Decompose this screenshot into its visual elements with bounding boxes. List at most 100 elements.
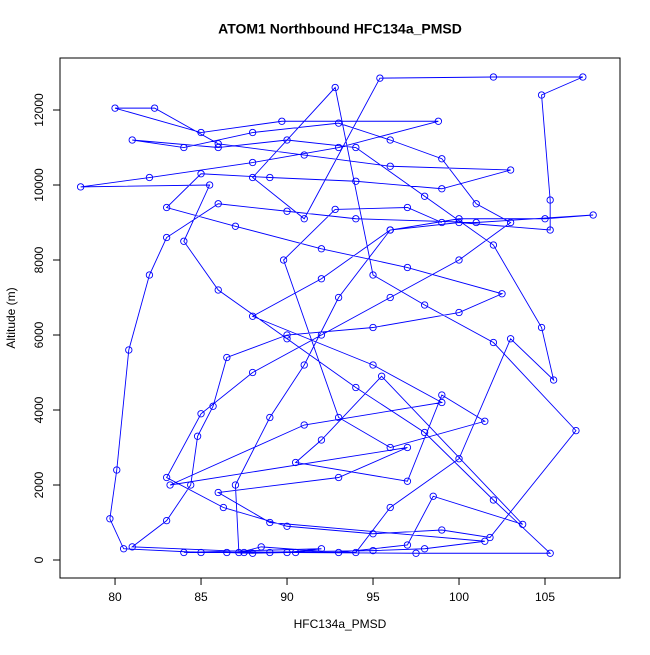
point: [197, 548, 205, 557]
point: [403, 263, 412, 272]
x-tick-label: 90: [280, 590, 294, 604]
point: [546, 549, 554, 557]
point: [214, 200, 222, 208]
series-line: [80, 76, 594, 554]
point: [187, 481, 195, 489]
point: [438, 155, 446, 163]
point: [579, 73, 587, 81]
point: [403, 477, 412, 485]
point: [438, 218, 446, 227]
y-tick-label: 10000: [32, 168, 46, 202]
point: [369, 546, 377, 555]
point: [300, 421, 308, 429]
point: [113, 466, 121, 474]
point: [506, 166, 515, 174]
point: [455, 218, 463, 227]
point: [180, 237, 188, 245]
point: [352, 215, 360, 223]
point: [386, 162, 394, 170]
point: [334, 119, 343, 127]
point: [209, 402, 217, 410]
point: [420, 428, 429, 437]
y-tick-label: 12000: [32, 93, 46, 127]
point: [334, 293, 343, 302]
point: [369, 323, 377, 332]
point: [145, 271, 154, 279]
point: [334, 473, 343, 482]
point: [214, 143, 222, 152]
point: [223, 548, 231, 557]
point: [572, 426, 580, 435]
point: [240, 548, 248, 557]
point: [377, 372, 386, 380]
point: [489, 241, 498, 249]
point: [128, 136, 136, 144]
point: [231, 222, 240, 230]
point: [317, 331, 326, 339]
point: [489, 496, 498, 504]
x-tick-label: 95: [366, 590, 380, 604]
point: [412, 549, 420, 557]
point: [197, 170, 205, 178]
point: [403, 443, 412, 452]
point: [386, 136, 394, 144]
point: [386, 503, 394, 512]
point: [352, 177, 360, 185]
point: [317, 245, 326, 253]
point: [429, 492, 437, 500]
point: [278, 117, 286, 125]
point: [223, 353, 231, 362]
y-tick-label: 4000: [32, 396, 46, 423]
point: [420, 545, 429, 553]
point: [128, 543, 136, 551]
point: [352, 383, 360, 392]
point: [420, 192, 429, 200]
point: [537, 91, 546, 99]
point: [546, 226, 554, 234]
point: [162, 473, 171, 482]
point: [369, 361, 377, 369]
point: [162, 516, 171, 525]
point: [266, 518, 274, 527]
point: [300, 215, 308, 223]
point: [352, 548, 360, 557]
point: [334, 413, 343, 422]
point: [541, 215, 549, 223]
point: [519, 520, 527, 529]
point: [386, 443, 394, 452]
point: [76, 183, 85, 191]
point: [166, 481, 174, 489]
point: [386, 293, 394, 302]
point: [317, 275, 326, 283]
point: [125, 346, 133, 354]
point: [352, 143, 360, 152]
point: [506, 335, 515, 343]
point: [369, 271, 377, 279]
point: [283, 331, 291, 339]
y-tick-label: 6000: [32, 321, 46, 348]
point: [506, 218, 515, 227]
point: [317, 436, 326, 444]
point: [331, 205, 339, 214]
point: [193, 432, 202, 440]
point: [283, 335, 291, 343]
point: [486, 533, 494, 542]
point: [106, 515, 114, 523]
point: [162, 233, 171, 242]
point: [472, 218, 480, 227]
point: [472, 200, 480, 208]
x-tick-label: 80: [108, 590, 122, 604]
point: [434, 117, 443, 125]
point: [266, 548, 274, 557]
point: [403, 203, 412, 212]
point: [205, 181, 214, 189]
point: [283, 522, 291, 530]
point: [455, 308, 463, 317]
point: [334, 143, 343, 152]
point: [214, 286, 222, 294]
point: [549, 376, 558, 384]
point: [317, 545, 326, 553]
y-tick-label: 8000: [32, 246, 46, 273]
point: [248, 128, 257, 137]
